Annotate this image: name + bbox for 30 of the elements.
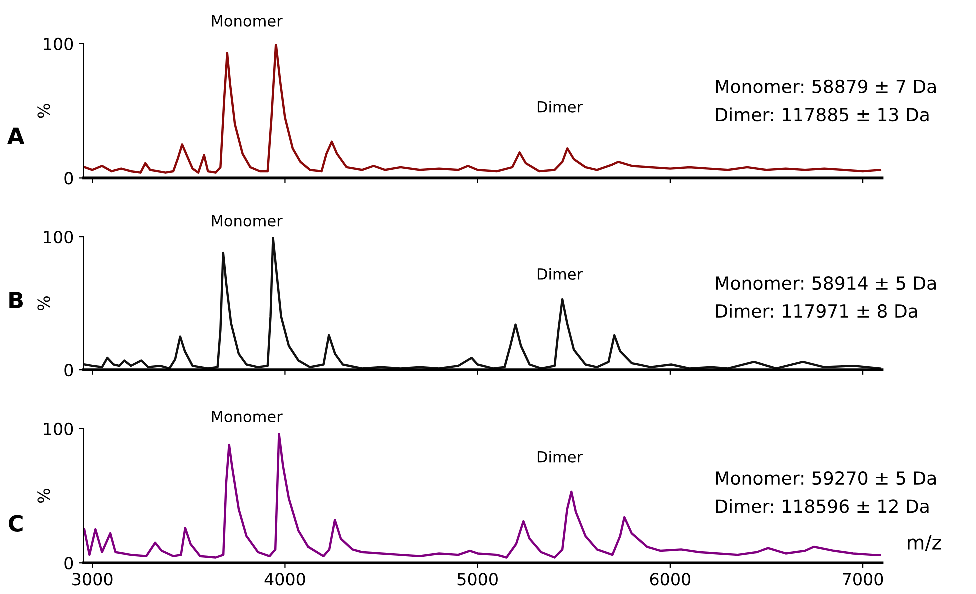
x-tick-label: 6000 xyxy=(650,573,691,586)
x-axis-title: m/z xyxy=(908,536,942,552)
y-tick-label: 100 xyxy=(44,422,74,436)
annotation: Dimer: 118596 ± 12 Da xyxy=(716,499,929,514)
annotation: Dimer: 117971 ± 8 Da xyxy=(716,304,918,318)
x-tick-label: 4000 xyxy=(264,573,306,586)
annotation: Dimer xyxy=(538,101,584,113)
annotation: Monomer: 58879 ± 7 Da xyxy=(716,80,936,94)
annotation: Monomer: 59270 ± 5 Da xyxy=(716,471,936,486)
annotation: Dimer: 117885 ± 13 Da xyxy=(716,108,929,122)
y-tick-label: 0 xyxy=(64,557,74,570)
text: C xyxy=(9,515,23,532)
text: Monomer xyxy=(212,215,283,227)
y-axis-title: % xyxy=(38,488,50,503)
annotation: Dimer xyxy=(538,451,584,463)
annotation: Dimer xyxy=(538,268,584,280)
y-axis-title: % xyxy=(38,104,50,118)
text: Monomer xyxy=(212,411,283,423)
x-tick-label: 5000 xyxy=(458,573,498,586)
y-tick-label: 0 xyxy=(64,172,74,185)
text: A xyxy=(8,128,25,144)
x-tick-label: 7000 xyxy=(843,573,884,586)
y-tick-label: 100 xyxy=(44,230,74,244)
annotation: Monomer: 58914 ± 5 Da xyxy=(716,276,936,290)
text: Monomer xyxy=(212,16,283,27)
y-tick-label: 0 xyxy=(64,364,74,377)
text: B xyxy=(10,292,23,308)
y-tick-label: 100 xyxy=(44,38,74,51)
x-tick-label: 3000 xyxy=(72,573,113,586)
y-axis-title: % xyxy=(38,296,50,311)
